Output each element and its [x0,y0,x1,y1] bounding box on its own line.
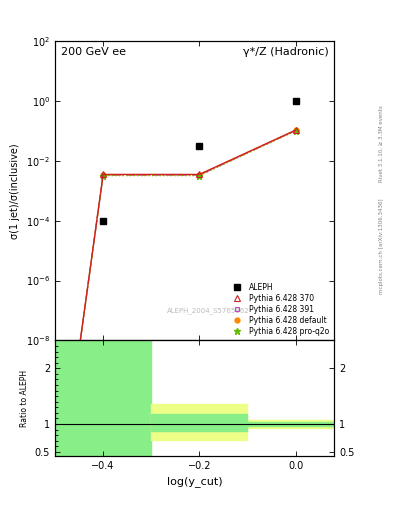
Text: γ*/Z (Hadronic): γ*/Z (Hadronic) [243,47,329,57]
Text: ALEPH_2004_S5765862: ALEPH_2004_S5765862 [167,307,250,314]
Line: Pythia 6.428 default: Pythia 6.428 default [101,128,298,177]
Text: 200 GeV ee: 200 GeV ee [61,47,126,57]
ALEPH [101,218,105,224]
Pythia 6.428 pro-q2o [101,173,105,179]
X-axis label: log(y_cut): log(y_cut) [167,476,222,487]
Pythia 6.428 pro-q2o [293,127,298,134]
Line: Pythia 6.428 pro-q2o: Pythia 6.428 pro-q2o [100,127,299,179]
Line: Pythia 6.428 391: Pythia 6.428 391 [101,128,298,178]
Text: Rivet 3.1.10, ≥ 3.3M events: Rivet 3.1.10, ≥ 3.3M events [379,105,384,182]
Line: ALEPH: ALEPH [100,98,299,224]
ALEPH [197,143,202,150]
Pythia 6.428 default [101,172,105,178]
Pythia 6.428 391 [197,172,202,178]
Pythia 6.428 391 [293,127,298,134]
Pythia 6.428 391 [101,172,105,178]
Pythia 6.428 default [197,172,202,178]
Y-axis label: σ(1 jet)/σ(inclusive): σ(1 jet)/σ(inclusive) [10,143,20,239]
Pythia 6.428 pro-q2o [197,173,202,179]
Text: mcplots.cern.ch [arXiv:1306.3436]: mcplots.cern.ch [arXiv:1306.3436] [379,198,384,293]
Pythia 6.428 370 [293,127,298,133]
Pythia 6.428 default [293,127,298,134]
Pythia 6.428 370 [197,172,202,178]
Legend: ALEPH, Pythia 6.428 370, Pythia 6.428 391, Pythia 6.428 default, Pythia 6.428 pr: ALEPH, Pythia 6.428 370, Pythia 6.428 39… [226,280,332,339]
ALEPH [293,98,298,104]
Y-axis label: Ratio to ALEPH: Ratio to ALEPH [20,370,29,426]
Line: Pythia 6.428 370: Pythia 6.428 370 [100,127,298,177]
Pythia 6.428 370 [101,172,105,178]
